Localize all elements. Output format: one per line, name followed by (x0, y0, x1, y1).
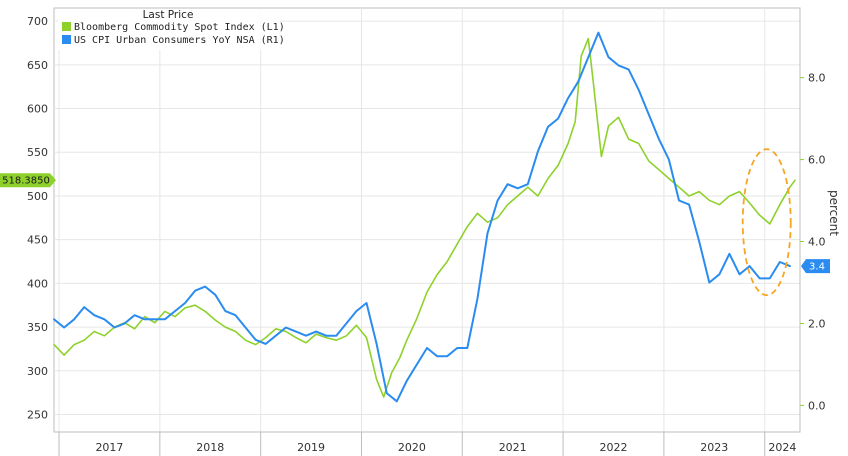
right-tick-label: 6.0 (808, 154, 826, 167)
legend-label-commodity: Bloomberg Commodity Spot Index (L1) (74, 22, 285, 33)
x-axis: 2017 2018 2019 2020 2021 2022 2023 2024 (58, 432, 796, 456)
last-value-tag-left (0, 173, 56, 188)
legend-swatch-commodity (62, 22, 71, 31)
annotation-layer (741, 148, 792, 297)
left-tick-label: 300 (27, 365, 48, 378)
left-tick-label: 600 (27, 103, 48, 116)
x-tick-label: 2022 (600, 441, 628, 454)
x-tick-label: 2017 (95, 441, 123, 454)
series-line-commodity-index (53, 37, 796, 398)
left-tick-label: 650 (27, 59, 48, 72)
plot-frame (53, 7, 801, 433)
right-tick-label: 2.0 (808, 317, 826, 330)
legend-box (58, 9, 280, 50)
right-tick-label: 8.0 (808, 72, 826, 85)
x-tick-label: 2024 (768, 441, 796, 454)
x-tick-label: 2021 (499, 441, 527, 454)
series-layer (53, 31, 796, 403)
right-axis-title: percent (827, 190, 841, 236)
left-tick-label: 550 (27, 146, 48, 159)
legend: Last Price Bloomberg Commodity Spot Inde… (58, 9, 285, 50)
x-axis-strip (54, 432, 800, 456)
left-axis: 250 300 350 400 450 500 550 600 650 700 (27, 15, 48, 421)
left-tick-label: 500 (27, 190, 48, 203)
left-tick-label: 350 (27, 321, 48, 334)
last-value-tag-left-text: 518.3850 (2, 176, 50, 187)
x-tick-label: 2018 (196, 441, 224, 454)
left-tick-label: 250 (27, 409, 48, 422)
x-tick-label: 2019 (297, 441, 325, 454)
series-line-cpi (53, 31, 791, 403)
legend-label-cpi: US CPI Urban Consumers YoY NSA (R1) (74, 35, 285, 46)
right-tick-label: 0.0 (808, 399, 826, 412)
left-tick-label: 400 (27, 277, 48, 290)
legend-title: Last Price (143, 9, 194, 21)
x-tick-label: 2020 (398, 441, 426, 454)
last-value-tag-right (801, 259, 830, 274)
last-value-tags: 518.3850 3.4 (0, 173, 830, 274)
left-tick-label: 700 (27, 15, 48, 28)
left-tick-label: 450 (27, 234, 48, 247)
right-axis: 0.0 2.0 4.0 6.0 8.0 (800, 72, 826, 412)
legend-swatch-cpi (62, 35, 71, 44)
x-tick-label: 2023 (700, 441, 728, 454)
last-value-tag-right-text: 3.4 (809, 262, 825, 273)
right-tick-label: 4.0 (808, 236, 826, 249)
highlight-ellipse (741, 148, 792, 297)
